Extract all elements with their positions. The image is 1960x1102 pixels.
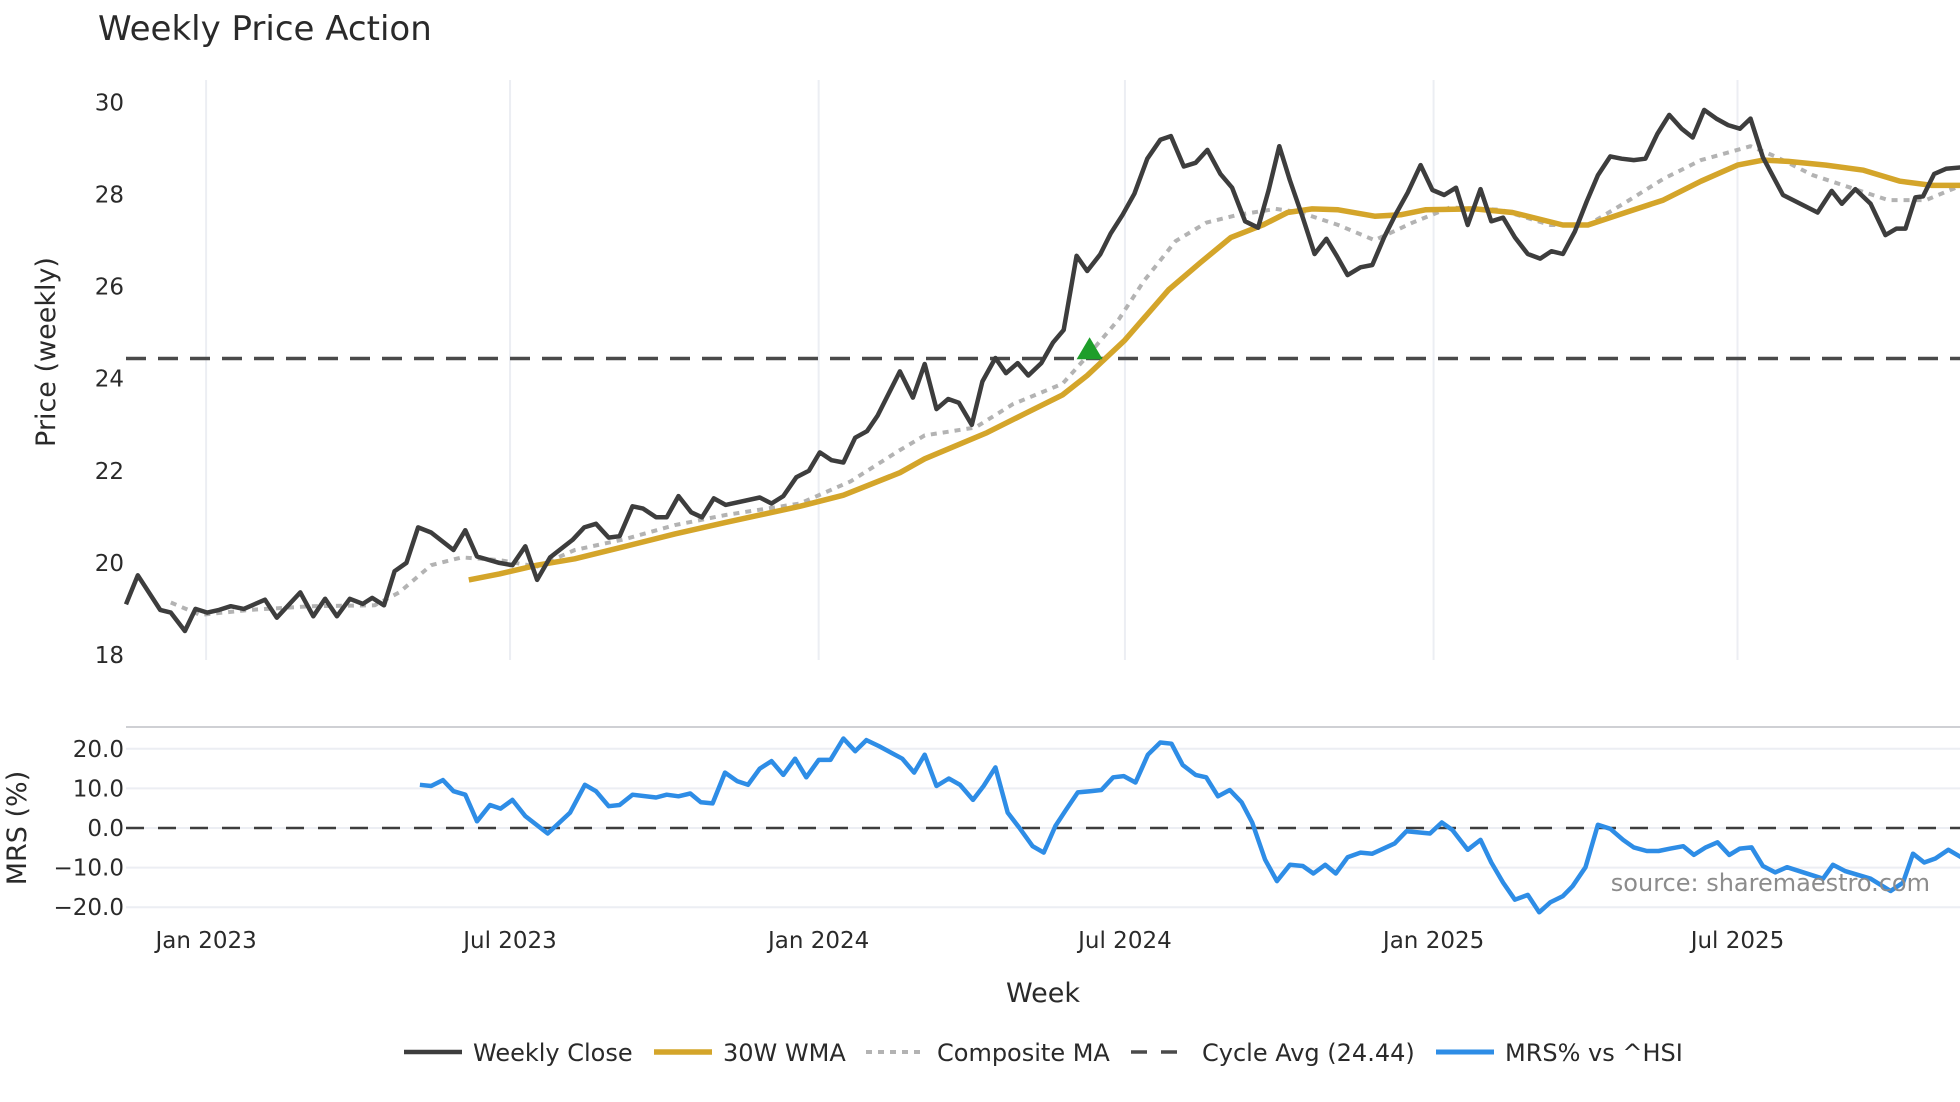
mrs-y-tick-label: −20.0 [54, 895, 124, 921]
mrs-y-tick-label: 10.0 [73, 776, 124, 802]
price-y-axis: 18 20 22 24 26 28 30 [95, 91, 124, 669]
price-y-tick-label: 28 [95, 183, 124, 209]
price-y-tick-label: 24 [95, 367, 124, 393]
mrs-gridlines [126, 747, 1960, 909]
legend-label: 30W WMA [723, 1039, 846, 1067]
weekly-close-line [123, 107, 1960, 634]
mrs-y-tick-label: 20.0 [73, 737, 124, 763]
mrs-line [419, 736, 1960, 915]
legend-label: Composite MA [937, 1039, 1110, 1067]
source-watermark: source: sharemaestro.com [1611, 869, 1930, 897]
price-y-tick-label: 18 [95, 643, 124, 669]
x-axis-label: Week [1006, 978, 1080, 1009]
price-y-tick-label: 22 [95, 459, 124, 485]
mrs-y-tick-label: −10.0 [54, 856, 124, 882]
bullish-crossover-marker-icon [1076, 337, 1103, 360]
mrs-y-axis-label: MRS (%) [2, 771, 33, 886]
x-tick-label: Jul 2025 [1689, 928, 1785, 954]
price-y-tick-label: 20 [95, 551, 124, 577]
legend-label: MRS% vs ^HSI [1505, 1039, 1683, 1067]
x-tick-label: Jan 2025 [1381, 928, 1484, 954]
price-gridlines [205, 80, 1739, 660]
legend-label: Weekly Close [473, 1039, 633, 1067]
mrs-y-axis: −20.0 −10.0 0.0 10.0 20.0 [54, 737, 124, 921]
price-y-tick-label: 30 [95, 91, 124, 117]
composite-ma-line [170, 144, 1960, 617]
legend-label: Cycle Avg (24.44) [1202, 1039, 1415, 1067]
x-tick-label: Jan 2024 [766, 928, 869, 954]
chart-title: Weekly Price Action [98, 9, 432, 49]
x-axis-ticks: Jan 2023 Jul 2023 Jan 2024 Jul 2024 Jan 2025… [153, 928, 1784, 954]
x-tick-label: Jul 2024 [1076, 928, 1172, 954]
price-y-tick-label: 26 [95, 275, 124, 301]
x-tick-label: Jul 2023 [461, 928, 557, 954]
wma-30w-line [468, 157, 1960, 583]
mrs-y-tick-label: 0.0 [87, 816, 124, 842]
x-tick-label: Jan 2023 [153, 928, 256, 954]
price-y-axis-label: Price (weekly) [31, 257, 62, 447]
chart-legend: Weekly Close 30W WMA Composite MA Cycle Avg… [404, 1039, 1683, 1067]
